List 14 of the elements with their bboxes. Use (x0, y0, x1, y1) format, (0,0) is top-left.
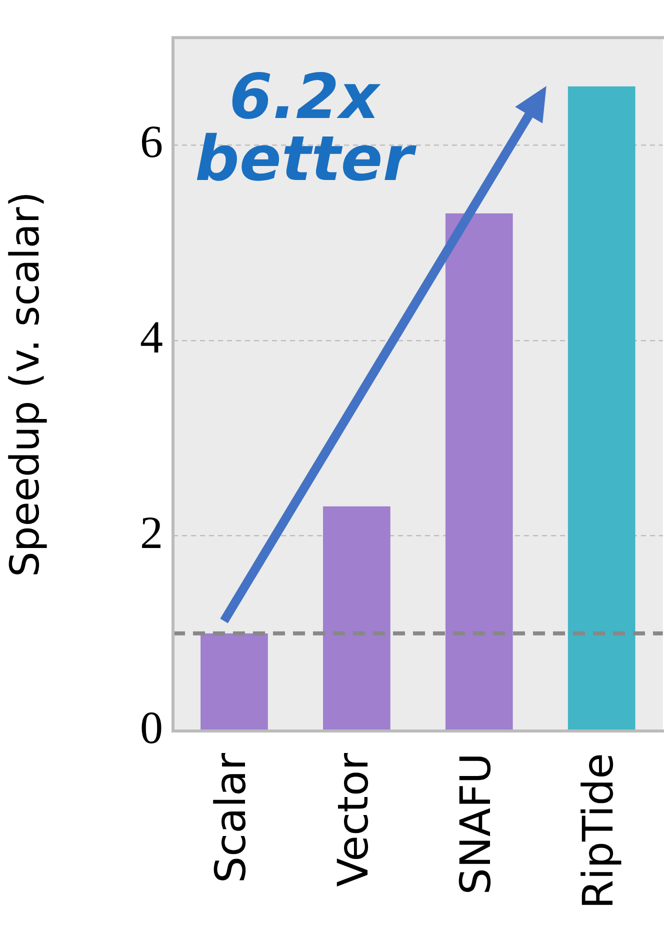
y-tick-label: 6 (140, 116, 163, 168)
bar (323, 506, 390, 730)
x-tick-label: Scalar (206, 752, 256, 884)
x-tick-label: SNAFU (451, 753, 500, 895)
annotation: 6.2x better (194, 60, 418, 195)
x-tick-label: RipTide (574, 753, 623, 910)
bar (200, 633, 268, 730)
bar (445, 213, 513, 730)
y-axis-title: Speedup (v. scalar) (2, 192, 48, 578)
bar (568, 86, 636, 730)
y-tick-label: 4 (140, 311, 163, 362)
y-tick-label: 0 (140, 702, 163, 754)
x-tick-label: Vector (328, 752, 378, 887)
y-tick-label: 2 (140, 506, 163, 558)
